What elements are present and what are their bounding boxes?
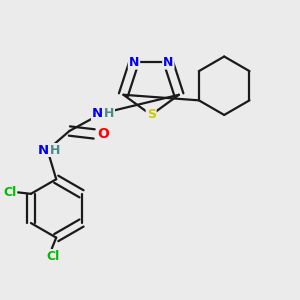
Text: H: H — [103, 107, 114, 120]
Text: Cl: Cl — [3, 186, 16, 199]
Text: N: N — [92, 107, 103, 120]
Text: N: N — [129, 56, 139, 69]
Text: N: N — [38, 143, 49, 157]
Text: N: N — [163, 56, 173, 69]
Text: S: S — [147, 108, 156, 122]
Text: O: O — [97, 127, 109, 141]
Text: H: H — [50, 143, 60, 157]
Text: Cl: Cl — [47, 250, 60, 263]
